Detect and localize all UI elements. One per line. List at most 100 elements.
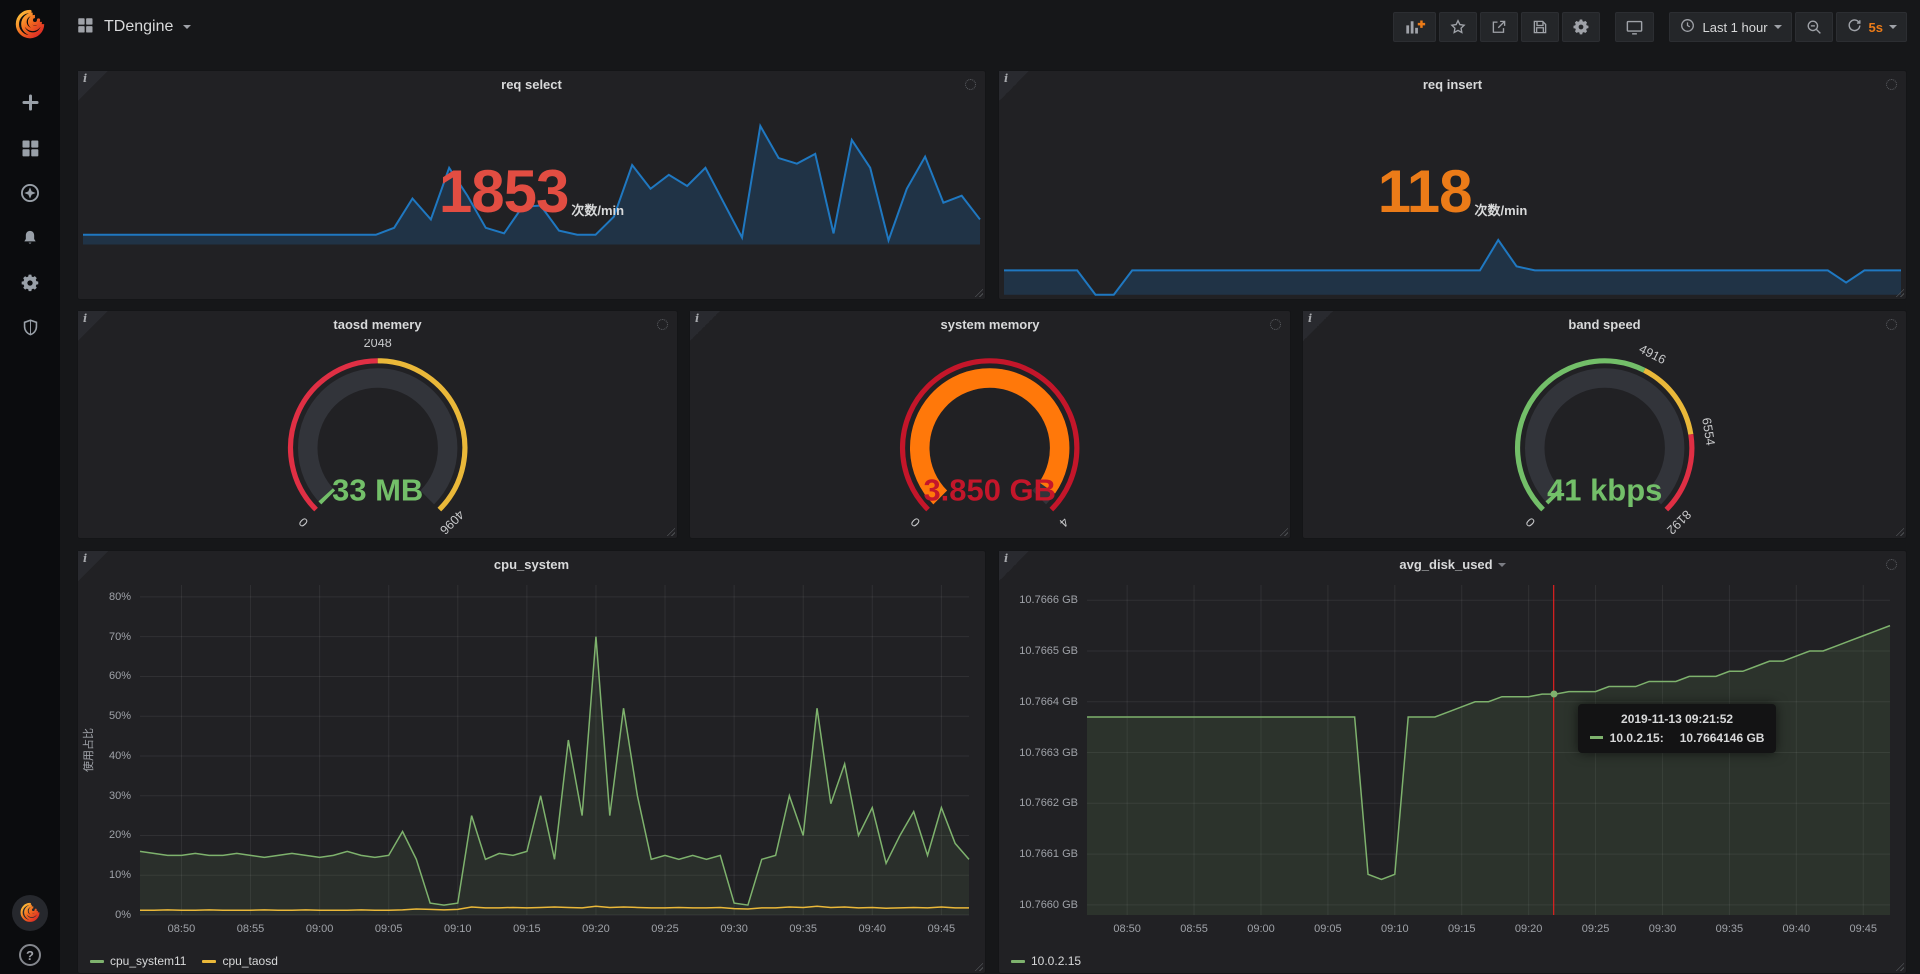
axis-tick-label: 80% [109,591,131,603]
legend-item[interactable]: cpu_system11 [90,954,186,968]
svg-text:3.850 GB: 3.850 GB [924,473,1057,508]
panel-resize-handle[interactable] [974,962,983,971]
axis-tick-label: 30% [109,790,131,802]
sidebar-item-explore[interactable] [13,180,47,210]
stat-value: 1853 次数/min [78,162,985,222]
dashboard-settings-button[interactable] [1562,12,1600,42]
chart-plot[interactable]: 08:5008:5509:0009:0509:1009:1509:2009:25… [140,585,969,915]
svg-text:8192: 8192 [1664,507,1694,534]
panel-info-corner[interactable]: i [1303,311,1333,341]
axis-tick-label: 08:50 [168,923,196,935]
svg-text:0: 0 [296,515,311,530]
panel-resize-handle[interactable] [1895,962,1904,971]
axis-tick-label: 09:30 [1649,923,1677,935]
panel-info-corner[interactable]: i [78,551,108,581]
dashboard-grid: i req select 1853 次数/min i req insert 11… [60,54,1920,974]
grafana-dashboard: ? TDengine Last 1 hour [0,0,1920,974]
sidebar-item-server-admin[interactable] [13,315,47,345]
chevron-down-icon [1498,563,1506,567]
svg-text:4916: 4916 [1637,342,1668,367]
axis-tick-label: 09:45 [1849,923,1877,935]
svg-text:4: 4 [1057,515,1072,530]
panel-info-corner[interactable]: i [690,311,720,341]
help-button[interactable]: ? [19,944,41,966]
time-range-picker[interactable]: Last 1 hour [1669,12,1791,42]
gauge: 049166554819241 kbps [1303,339,1906,534]
panel-info-corner[interactable]: i [78,311,108,341]
chart-legend: 10.0.2.15 [1011,954,1081,968]
refresh-picker[interactable]: 5s [1836,12,1907,42]
axis-tick-label: 09:05 [375,923,403,935]
panel-info-corner[interactable]: i [999,551,1029,581]
axis-tick-label: 09:20 [582,923,610,935]
panel-title[interactable]: req select [78,71,985,99]
legend-series-color [1011,960,1025,963]
panel-title[interactable]: avg_disk_used [999,551,1906,579]
panel-title[interactable]: taosd memery [78,311,677,339]
axis-tick-label: 10.7663 GB [1019,747,1078,759]
chart-plot[interactable]: 08:5008:5509:0009:0509:1009:1509:2009:25… [1087,585,1890,915]
sidebar-item-dashboards[interactable] [13,135,47,165]
zoom-out-time-button[interactable] [1795,12,1833,42]
axis-tick-label: 08:50 [1113,923,1141,935]
gauge: 0 2048 4096 33 MB [78,339,677,534]
sidebar-menu [0,90,60,345]
gauge: 0 43.850 GB [690,339,1290,534]
axis-tick-label: 09:00 [306,923,334,935]
axis-tick-label: 09:30 [720,923,748,935]
sparkline [1004,240,1901,295]
svg-text:0: 0 [908,515,923,530]
legend-item[interactable]: cpu_taosd [202,954,277,968]
axis-tick-label: 09:00 [1247,923,1275,935]
tooltip-value: 10.7664146 GB [1680,731,1765,745]
sidebar-item-configuration[interactable] [13,270,47,300]
question-icon: ? [26,948,34,963]
sidebar-item-create[interactable] [13,90,47,120]
axis-tick-label: 09:10 [444,923,472,935]
sidebar-item-alerting[interactable] [13,225,47,255]
axis-tick-label: 10.7660 GB [1019,899,1078,911]
axis-tick-label: 09:10 [1381,923,1409,935]
axis-tick-label: 10.7665 GB [1019,645,1078,657]
grafana-logo[interactable] [0,0,60,54]
panel-title[interactable]: cpu_system [78,551,985,579]
add-panel-button[interactable] [1393,12,1436,42]
chevron-down-icon [1774,25,1782,29]
axis-tick-label: 09:15 [513,923,541,935]
panel-info-corner[interactable]: i [999,71,1029,101]
axis-tick-label: 09:40 [1783,923,1811,935]
panel-title[interactable]: band speed [1303,311,1906,339]
stat-unit: 次数/min [571,204,624,222]
info-icon: i [83,552,87,565]
save-dashboard-button[interactable] [1521,12,1559,42]
shield-icon [21,318,40,342]
chevron-down-icon [1889,25,1897,29]
svg-text:33 MB: 33 MB [332,473,423,508]
panel-info-corner[interactable]: i [78,71,108,101]
compass-icon [19,182,41,209]
panel-title[interactable]: req insert [999,71,1906,99]
star-dashboard-button[interactable] [1439,12,1477,42]
info-icon: i [1308,312,1312,325]
axis-tick-label: 09:05 [1314,923,1342,935]
info-icon: i [1004,72,1008,85]
chart-legend: cpu_system11 cpu_taosd [90,954,278,968]
axis-tick-label: 09:25 [651,923,679,935]
panel-resize-handle[interactable] [974,288,983,297]
axis-tick-label: 09:20 [1515,923,1543,935]
panel-title[interactable]: system memory [690,311,1290,339]
tooltip-timestamp: 2019-11-13 09:21:52 [1590,712,1765,726]
axis-tick-label: 20% [109,829,131,841]
svg-text:4096: 4096 [437,507,467,534]
user-avatar[interactable] [12,895,48,931]
dashboard-picker[interactable]: TDengine [76,16,191,39]
cycle-view-mode-button[interactable] [1615,12,1654,42]
svg-text:41 kbps: 41 kbps [1547,473,1662,508]
share-dashboard-button[interactable] [1480,12,1518,42]
time-range-label: Last 1 hour [1702,20,1767,35]
navbar-actions: Last 1 hour 5s [1393,12,1907,42]
legend-item[interactable]: 10.0.2.15 [1011,954,1081,968]
axis-tick-label: 0% [115,909,131,921]
svg-text:2048: 2048 [363,339,391,350]
refresh-interval-label: 5s [1869,20,1883,35]
